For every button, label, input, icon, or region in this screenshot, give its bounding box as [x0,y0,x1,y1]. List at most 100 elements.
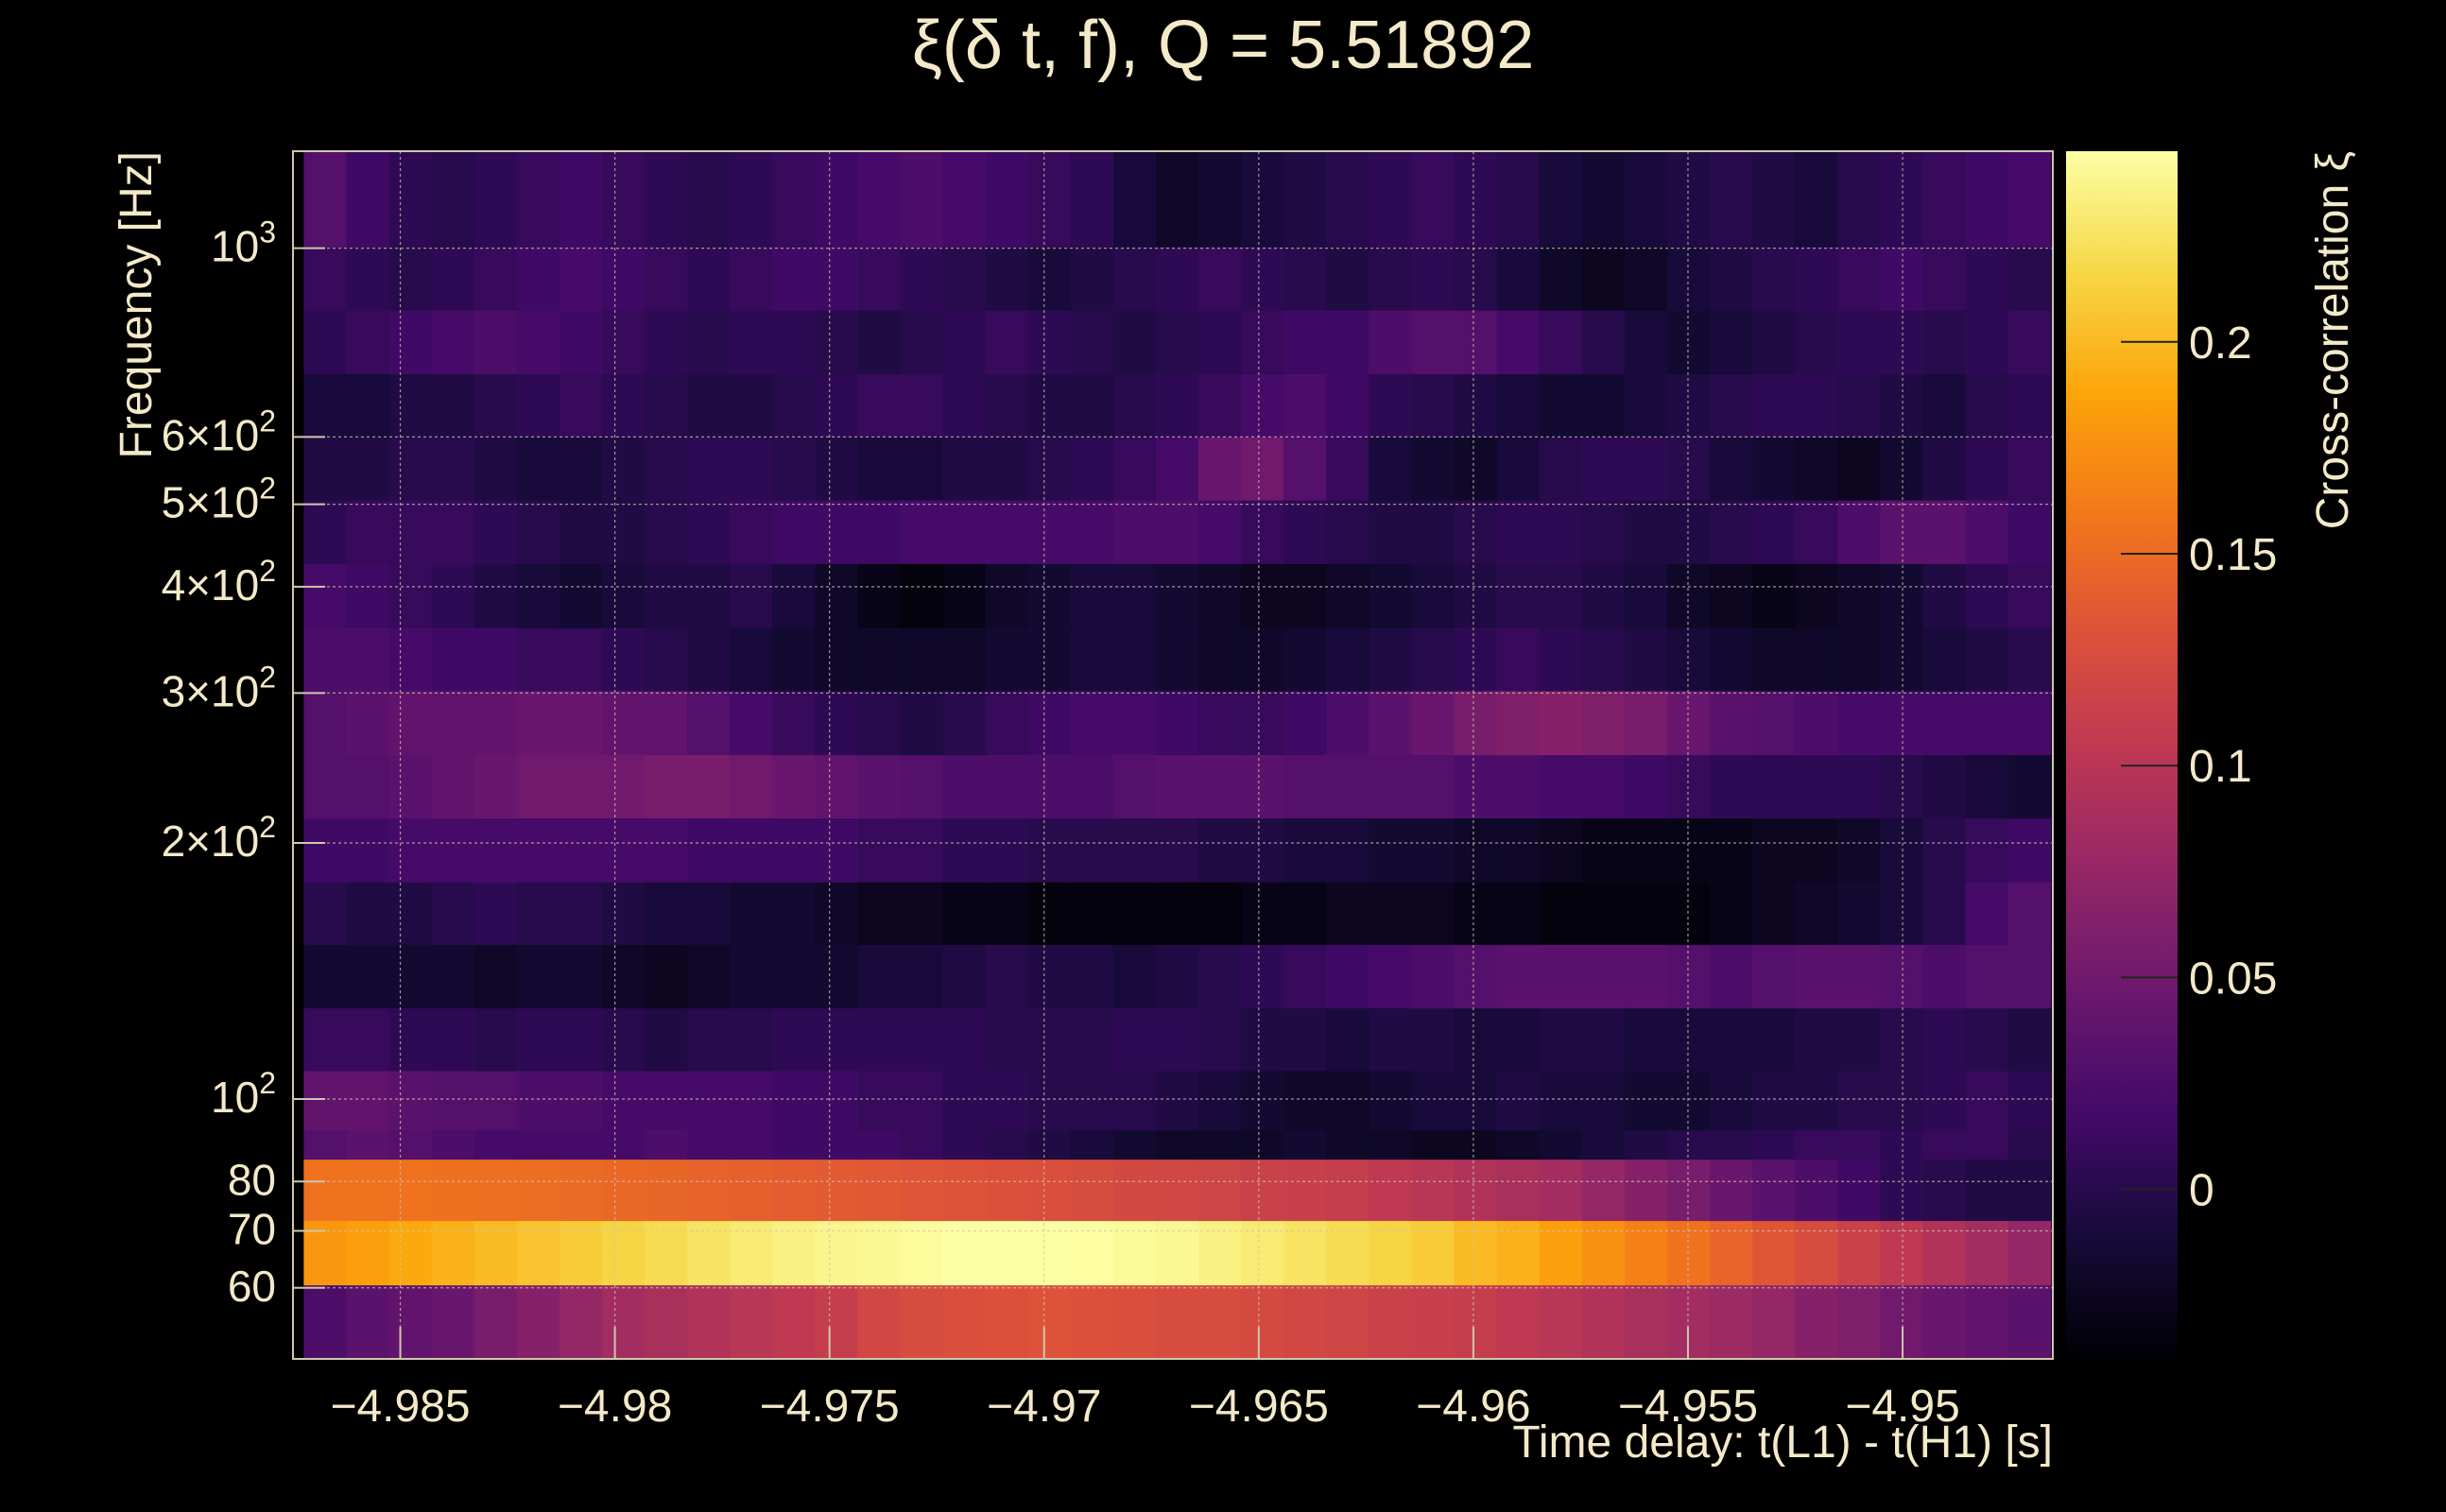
heatmap-cell [559,563,603,628]
heatmap-cell [985,754,1029,819]
heatmap-cell [900,309,944,375]
heatmap-cell [1539,1007,1583,1072]
heatmap-cell [942,1159,987,1222]
y-tick-label: 103 [211,215,276,271]
heatmap-cell [1369,499,1413,564]
heatmap-cell [1411,1159,1456,1222]
heatmap-cell [985,563,1029,628]
heatmap-cell [474,690,518,756]
heatmap-cell [474,1284,518,1360]
heatmap-cell [1070,247,1114,311]
heatmap-cell [2007,437,2052,501]
heatmap-cell [1922,944,1967,1009]
heatmap-cell [474,1007,518,1072]
heatmap-cell [1326,563,1370,628]
heatmap-cell [1496,373,1541,438]
heatmap-cell [1752,373,1796,438]
heatmap-cell [1411,754,1456,819]
heatmap-cell [1752,754,1796,819]
heatmap-cell [900,690,944,756]
heatmap-cell [1112,437,1157,501]
heatmap-cell [431,563,475,628]
heatmap-cell [1922,1220,1967,1286]
heatmap-cell [857,754,902,819]
heatmap-cell [1326,1220,1370,1286]
heatmap-cell [942,944,987,1009]
heatmap-cell [1454,1129,1498,1160]
heatmap-cell [601,817,646,883]
heatmap-cell [1283,627,1327,692]
heatmap-cell [1283,151,1327,248]
x-tick-label: −4.955 [1618,1382,1758,1432]
heatmap-cell [1539,309,1583,375]
heatmap-cell [346,882,390,945]
heatmap-cell [1710,309,1753,375]
heatmap-cell [1922,882,1967,945]
heatmap-cell [772,944,816,1009]
heatmap-cell [1710,1129,1753,1160]
heatmap-cell [1710,754,1753,819]
heatmap-cell [900,1220,944,1286]
heatmap-cell [730,373,773,438]
heatmap-cell [645,627,688,692]
heatmap-cell [730,690,773,756]
heatmap-cell [559,627,603,692]
heatmap-cell [1198,882,1242,945]
heatmap-cell [1710,499,1753,564]
heatmap-cell [645,1007,688,1072]
heatmap-cell [985,944,1029,1009]
heatmap-cell [772,627,816,692]
heatmap-cell [985,247,1029,311]
heatmap-cell [645,690,688,756]
heatmap-cell [474,437,518,501]
heatmap-cell [346,627,390,692]
heatmap-cell [1326,690,1370,756]
heatmap-cell [1624,373,1668,438]
heatmap-cell [1539,563,1583,628]
heatmap-cell [303,627,348,692]
heatmap-cell [1752,1070,1796,1131]
heatmap-cell [985,373,1029,438]
heatmap-cell [2007,1129,2052,1160]
heatmap-cell [1326,1129,1370,1160]
heatmap-cell [772,1220,816,1286]
heatmap-cell [1112,563,1157,628]
heatmap-cell [687,151,731,248]
heatmap-cell [1539,437,1583,501]
heatmap-cell [346,817,390,883]
heatmap-cell [942,754,987,819]
heatmap-cell [601,754,646,819]
heatmap-cell [601,690,646,756]
heatmap-cell [1241,1129,1284,1160]
heatmap-cell [772,373,816,438]
colorbar-tick-label: 0 [2189,1166,2214,1216]
heatmap-cell [1710,882,1753,945]
heatmap-cell [474,247,518,311]
heatmap-cell [1283,309,1327,375]
heatmap-cell [474,1070,518,1131]
heatmap-cell [942,247,987,311]
heatmap-cell [1198,309,1242,375]
heatmap-cell [1837,1007,1881,1072]
heatmap-cell [1112,151,1157,248]
heatmap-cell [1539,882,1583,945]
heatmap-cell [431,499,475,564]
heatmap-cell [772,1070,816,1131]
heatmap-cell [1070,1129,1114,1160]
heatmap-cell [346,1129,390,1160]
heatmap-cell [1496,247,1541,311]
heatmap-cell [1710,944,1753,1009]
heatmap-cell [1283,247,1327,311]
heatmap-cell [1241,563,1284,628]
heatmap-cell [900,373,944,438]
heatmap-cell [1156,1129,1199,1160]
heatmap-cell [772,1129,816,1160]
heatmap-cell [1283,944,1327,1009]
heatmap-cell [1454,690,1498,756]
heatmap-cell [346,247,390,311]
heatmap-cell [1283,882,1327,945]
heatmap-cell [815,309,859,375]
heatmap-cell [1326,882,1370,945]
heatmap-cell [730,247,773,311]
heatmap-cell [900,944,944,1009]
